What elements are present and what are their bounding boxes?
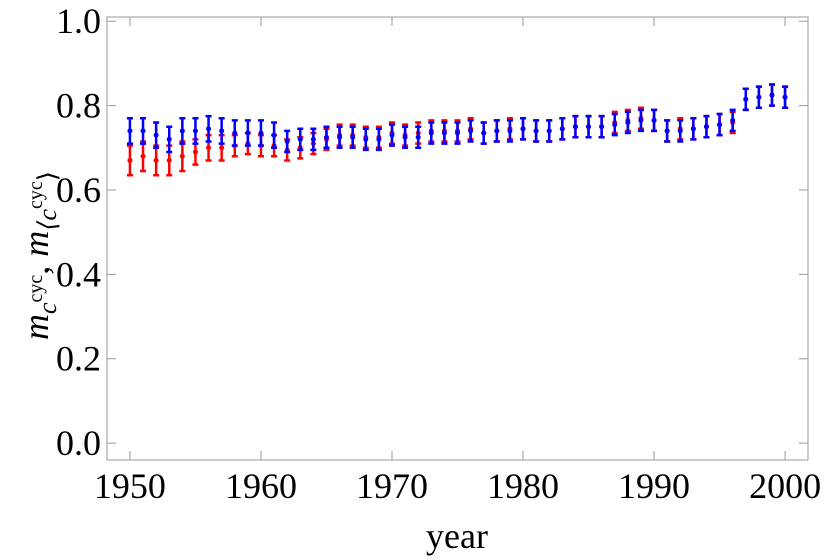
point bbox=[284, 138, 290, 144]
point bbox=[297, 136, 303, 142]
y-axis-label: mccyc, m⟨ccyc⟩ bbox=[16, 171, 62, 340]
x-axis-label: year bbox=[426, 516, 488, 556]
point bbox=[192, 149, 198, 155]
point bbox=[337, 134, 343, 140]
point bbox=[782, 94, 788, 100]
point bbox=[402, 134, 408, 140]
point bbox=[232, 130, 238, 136]
point bbox=[140, 128, 146, 134]
point bbox=[599, 124, 605, 130]
x-tick-label: 2000 bbox=[749, 466, 821, 506]
point bbox=[533, 128, 539, 134]
point bbox=[219, 145, 225, 151]
point bbox=[638, 117, 644, 123]
y-tick-label: 0.6 bbox=[56, 170, 101, 210]
point bbox=[572, 124, 578, 130]
y-label-part: m bbox=[16, 231, 56, 257]
point bbox=[756, 94, 762, 100]
x-tick-label: 1980 bbox=[487, 466, 559, 506]
x-tick-label: 1990 bbox=[618, 466, 690, 506]
x-tick-label: 1950 bbox=[94, 466, 166, 506]
y-tick-label: 0.2 bbox=[56, 339, 101, 379]
y-label-part: ⟩ bbox=[33, 171, 62, 181]
point bbox=[717, 122, 723, 128]
point bbox=[166, 136, 172, 142]
point bbox=[664, 128, 670, 134]
y-label-part: cyc bbox=[25, 275, 47, 303]
y-tick-label: 0.8 bbox=[56, 86, 101, 126]
point bbox=[258, 130, 264, 136]
point bbox=[192, 128, 198, 134]
point bbox=[769, 92, 775, 98]
point bbox=[166, 157, 172, 163]
point bbox=[690, 126, 696, 132]
point bbox=[743, 96, 749, 102]
point bbox=[389, 132, 395, 138]
point bbox=[507, 128, 513, 134]
point bbox=[127, 128, 133, 134]
point bbox=[376, 136, 382, 142]
point bbox=[140, 153, 146, 159]
point bbox=[651, 117, 657, 123]
point bbox=[677, 128, 683, 134]
y-label-part: c bbox=[33, 302, 62, 314]
x-tick-label: 1960 bbox=[225, 466, 297, 506]
point bbox=[350, 134, 356, 140]
x-tick-label: 1970 bbox=[356, 466, 428, 506]
point bbox=[206, 126, 212, 132]
y-tick-label: 0.0 bbox=[56, 423, 101, 463]
point bbox=[179, 128, 185, 134]
point bbox=[441, 130, 447, 136]
y-tick-label: 1.0 bbox=[56, 1, 101, 41]
point bbox=[363, 136, 369, 142]
point bbox=[127, 157, 133, 163]
point bbox=[206, 145, 212, 151]
y-tick-label: 0.4 bbox=[56, 254, 101, 294]
y-label-part: cyc bbox=[25, 181, 47, 209]
point bbox=[415, 134, 421, 140]
point bbox=[468, 128, 474, 134]
point bbox=[612, 122, 618, 128]
point bbox=[310, 136, 316, 142]
point bbox=[703, 124, 709, 130]
point bbox=[323, 134, 329, 140]
point bbox=[494, 128, 500, 134]
y-label-part: m bbox=[16, 314, 56, 340]
point bbox=[546, 128, 552, 134]
point bbox=[245, 130, 251, 136]
point bbox=[481, 130, 487, 136]
point bbox=[520, 126, 526, 132]
y-label-part: , bbox=[16, 257, 56, 275]
point bbox=[455, 130, 460, 136]
point bbox=[559, 126, 565, 132]
plot-frame bbox=[106, 16, 809, 461]
point bbox=[153, 132, 159, 138]
point bbox=[730, 117, 736, 123]
point bbox=[153, 157, 159, 163]
point bbox=[271, 132, 277, 138]
point bbox=[625, 119, 631, 125]
point bbox=[219, 128, 225, 134]
point bbox=[428, 130, 434, 136]
point bbox=[179, 153, 185, 159]
point bbox=[586, 124, 592, 130]
y-label-part: ⟨c bbox=[33, 209, 62, 231]
